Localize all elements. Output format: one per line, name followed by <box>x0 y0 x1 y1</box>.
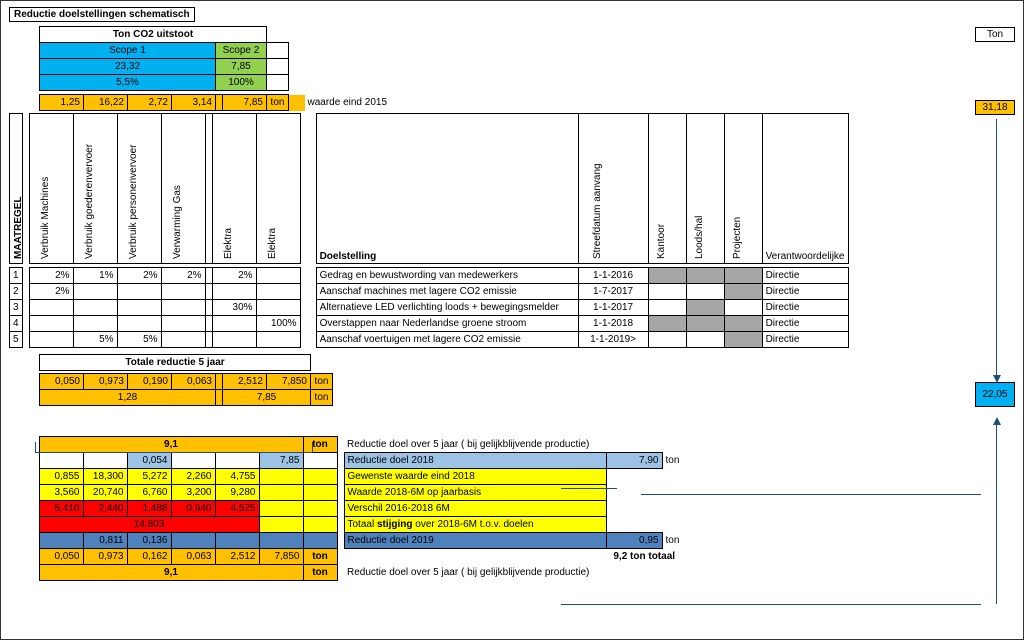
loods-header: Loods/hal <box>686 114 724 264</box>
hv2: 2,72 <box>128 95 172 111</box>
hv-unit: ton <box>267 95 289 111</box>
scope2-pct: 100% <box>216 75 267 91</box>
maatregel-label: MAATREGEL <box>10 114 23 264</box>
calc-table: 9,1 ton Reductie doel over 5 jaar ( bij … <box>23 436 682 581</box>
hv3: 3,14 <box>172 95 216 111</box>
doelstelling-header: Doelstelling <box>316 114 578 264</box>
vh0: Verbruik Machines <box>29 114 73 264</box>
scope1-pct: 5,5% <box>40 75 216 91</box>
streefdatum-header: Streefdatum aanvang <box>578 114 648 264</box>
main-grid: MAATREGEL Verbruik Machines Verbruik goe… <box>9 113 849 348</box>
vh3: Verwarming Gas <box>161 114 205 264</box>
totals-table: Totale reductie 5 jaar 0,050 0,973 0,190… <box>39 354 333 406</box>
ton-header: Ton <box>975 27 1015 42</box>
kantoor-header: Kantoor <box>648 114 686 264</box>
table-row: 330%Alternatieve LED verlichting loods +… <box>10 300 849 316</box>
worksheet: Reductie doelstellingen schematisch Ton … <box>0 0 1024 640</box>
ton-mid-value: 22,05 <box>975 382 1015 407</box>
scope2-val: 7,85 <box>216 59 267 75</box>
hv0: 1,25 <box>40 95 84 111</box>
projecten-header: Projecten <box>724 114 762 264</box>
ton-co2-header: Ton CO2 uitstoot <box>40 27 267 43</box>
vh4: Elektra <box>212 114 256 264</box>
scope1-val: 23,32 <box>40 59 216 75</box>
sheet-title: Reductie doelstellingen schematisch <box>9 7 195 22</box>
header-table: Ton CO2 uitstoot Scope 1 Scope 2 23,32 7… <box>39 26 391 111</box>
ton-top-value: 31,18 <box>975 100 1015 115</box>
ton-mid-box: 22,05 <box>975 382 1015 407</box>
totals-label: Totale reductie 5 jaar <box>40 355 311 371</box>
scope2-label: Scope 2 <box>216 43 267 59</box>
vh5: Elektra <box>256 114 300 264</box>
table-row: 55%5%Aanschaf voertuigen met lagere CO2 … <box>10 332 849 348</box>
waarde-label: waarde eind 2015 <box>305 95 391 111</box>
vh2: Verbruik personenvervoer <box>117 114 161 264</box>
hv1: 16,22 <box>84 95 128 111</box>
table-row: 12%1%2%2%2%Gedrag en bewustwording van m… <box>10 268 849 284</box>
table-row: 4100%Overstappen naar Nederlandse groene… <box>10 316 849 332</box>
scope1-label: Scope 1 <box>40 43 216 59</box>
table-row: 22%Aanschaf machines met lagere CO2 emis… <box>10 284 849 300</box>
ton-column: Ton 31,18 <box>975 27 1015 115</box>
hv4: 7,85 <box>223 95 267 111</box>
vh1: Verbruik goederenvervoer <box>73 114 117 264</box>
verant-header: Verantwoordelijke <box>762 114 848 264</box>
